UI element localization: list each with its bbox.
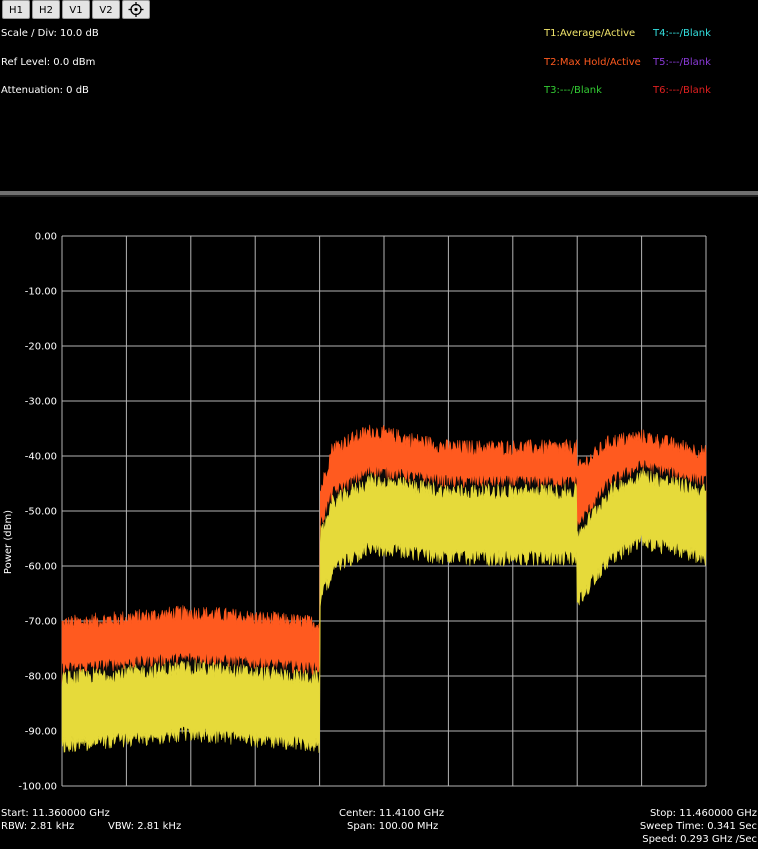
toolbar: H1 H2 V1 V2 [0,0,758,22]
attenuation-label: Attenuation: 0 dB [1,85,89,96]
y-tick-label: -10.00 [25,287,57,298]
y-tick-labels: 0.00 -10.00 -20.00 -30.00 -40.00 -50.00 -60.00… [18,232,57,793]
h2-button[interactable]: H2 [32,0,60,19]
start-frequency: Start: 11.360000 GHz [1,808,110,819]
y-tick-label: -80.00 [25,672,57,683]
y-tick-label: -30.00 [25,397,57,408]
target-button[interactable] [122,0,150,19]
trace-t6-label[interactable]: T6:---/Blank [653,85,711,96]
vbw-value: VBW: 2.81 kHz [108,821,182,832]
trace-t3-label[interactable]: T3:---/Blank [544,85,602,96]
y-tick-label: -70.00 [25,617,57,628]
trace-t4-label[interactable]: T4:---/Blank [653,28,711,39]
center-frequency: Center: 11.4100 GHz [339,808,445,819]
y-tick-label: -90.00 [25,727,57,738]
trace-t1-label[interactable]: T1:Average/Active [544,28,636,39]
span-value: Span: 100.00 MHz [347,821,439,832]
y-tick-label: -40.00 [25,452,57,463]
y-tick-label: 0.00 [35,232,57,243]
y-tick-label: -20.00 [25,342,57,353]
spectrum-plot[interactable]: 0.00 -10.00 -20.00 -30.00 -40.00 -50.00 -60.00… [0,197,758,807]
sweep-time: Sweep Time: 0.341 Sec [639,821,757,832]
sweep-speed: Speed: 0.293 GHz /Sec [642,834,757,845]
v2-button[interactable]: V2 [92,0,120,19]
trace-t2-label[interactable]: T2:Max Hold/Active [544,57,641,68]
panel-splitter[interactable] [0,191,758,195]
y-axis-label: Power (dBm) [3,510,14,574]
y-tick-label: -50.00 [25,507,57,518]
crosshair-icon [128,2,144,17]
stop-frequency: Stop: 11.460000 GHz [649,808,757,819]
y-tick-label: -60.00 [25,562,57,573]
h1-button[interactable]: H1 [2,0,30,19]
v1-button[interactable]: V1 [62,0,90,19]
panel-border [0,195,758,197]
rbw-value: RBW: 2.81 kHz [1,821,75,832]
trace-t5-label[interactable]: T5:---/Blank [653,57,711,68]
trace-group [61,424,707,753]
ref-level-label: Ref Level: 0.0 dBm [1,57,96,68]
scale-div-label: Scale / Div: 10.0 dB [1,28,99,39]
y-tick-label: -100.00 [18,782,57,793]
trace-average [61,468,707,753]
